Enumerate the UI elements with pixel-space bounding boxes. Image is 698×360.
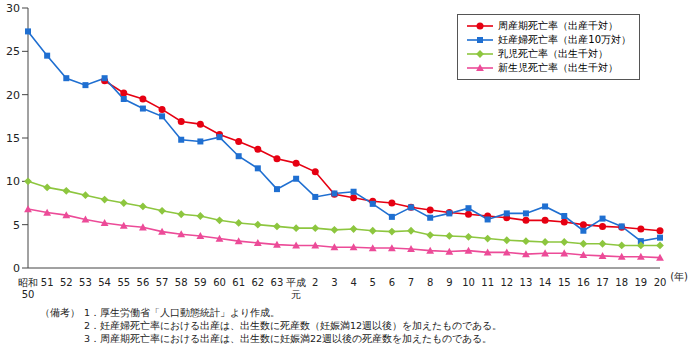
svg-text:元: 元: [291, 289, 301, 300]
svg-text:56: 56: [137, 277, 150, 288]
svg-text:2: 2: [312, 277, 318, 288]
html-text:新生児死亡率（出生千対）: 新生児死亡率（出生千対）: [498, 62, 619, 73]
svg-text:昭和: 昭和: [18, 277, 38, 288]
svg-text:16: 16: [577, 277, 590, 288]
svg-text:60: 60: [213, 277, 226, 288]
svg-text:平成: 平成: [286, 277, 306, 288]
svg-text:59: 59: [194, 277, 207, 288]
svg-text:61: 61: [232, 277, 245, 288]
svg-text:12: 12: [500, 277, 513, 288]
svg-text:14: 14: [539, 277, 552, 288]
svg-text:30: 30: [8, 2, 20, 15]
svg-text:15: 15: [558, 277, 571, 288]
html-text:周産期死亡率（出産千対）: 周産期死亡率（出産千対）: [498, 20, 619, 31]
svg-text:15: 15: [8, 132, 20, 145]
svg-text:53: 53: [79, 277, 92, 288]
svg-text:10: 10: [8, 175, 20, 188]
svg-text:7: 7: [408, 277, 414, 288]
svg-text:50: 50: [22, 289, 35, 300]
svg-text:5: 5: [13, 219, 20, 232]
svg-text:57: 57: [156, 277, 169, 288]
svg-text:25: 25: [8, 45, 20, 58]
svg-text:0: 0: [13, 262, 20, 275]
svg-text:51: 51: [41, 277, 54, 288]
svg-text:8: 8: [427, 277, 433, 288]
svg-text:9: 9: [446, 277, 452, 288]
svg-text:4: 4: [350, 277, 356, 288]
svg-text:3: 3: [331, 277, 337, 288]
html-text:妊産婦死亡率（出産10万対）: 妊産婦死亡率（出産10万対）: [498, 34, 631, 45]
html-text:乳児死亡率（出生千対）: 乳児死亡率（出生千対）: [498, 48, 609, 59]
html-text:(年): (年): [670, 271, 688, 282]
svg-text:55: 55: [117, 277, 130, 288]
svg-text:58: 58: [175, 277, 188, 288]
html-text:1．厚生労働省「人口動態統計」より作成。: 1．厚生労働省「人口動態統計」より作成。: [84, 307, 280, 318]
svg-text:19: 19: [634, 277, 647, 288]
svg-text:5: 5: [370, 277, 376, 288]
html-text:3．周産期死亡率における出産は、出生数に妊娠満22週以後の死: 3．周産期死亡率における出産は、出生数に妊娠満22週以後の死産数を加えたものであ…: [84, 333, 493, 344]
html-text:2．妊産婦死亡率における出産は、出生数に死産数（妊娠満12週: 2．妊産婦死亡率における出産は、出生数に死産数（妊娠満12週以後）を加えたもので…: [84, 320, 503, 331]
svg-text:13: 13: [520, 277, 533, 288]
svg-text:62: 62: [251, 277, 264, 288]
svg-text:63: 63: [271, 277, 284, 288]
html-text:（備考）: （備考）: [40, 307, 80, 318]
svg-text:18: 18: [615, 277, 628, 288]
svg-text:20: 20: [654, 277, 667, 288]
svg-text:52: 52: [60, 277, 73, 288]
svg-text:11: 11: [481, 277, 494, 288]
svg-text:6: 6: [389, 277, 395, 288]
svg-text:10: 10: [462, 277, 475, 288]
svg-text:54: 54: [98, 277, 111, 288]
svg-text:20: 20: [8, 89, 20, 102]
svg-text:17: 17: [596, 277, 609, 288]
